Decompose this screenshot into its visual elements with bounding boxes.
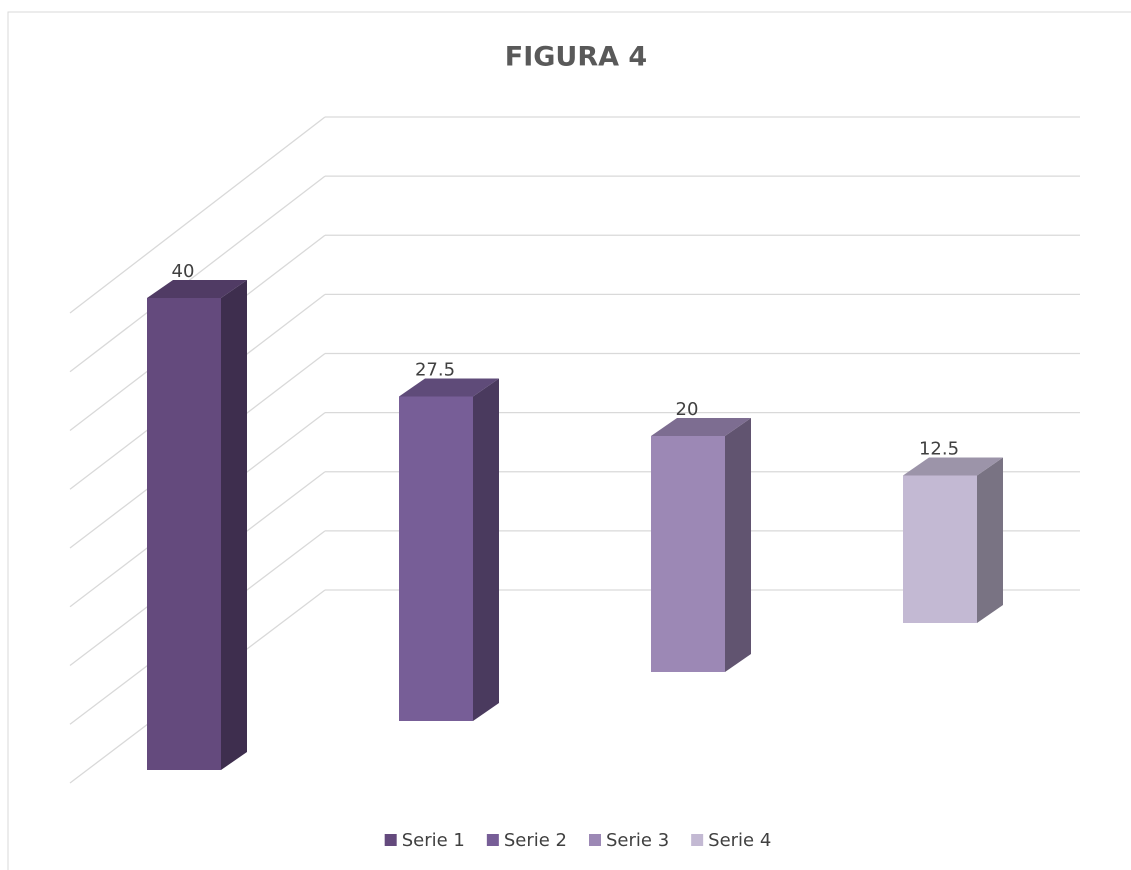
bar-top: [903, 457, 1003, 476]
bar-top: [147, 280, 247, 298]
bar: [903, 475, 977, 623]
legend-label: Serie 4: [708, 830, 771, 851]
grid-line-side: [69, 175, 326, 373]
bar-top: [399, 378, 499, 397]
bar: [651, 436, 725, 672]
legend-swatch: [384, 834, 397, 846]
data-label: 12.5: [919, 439, 959, 460]
data-label: 40: [172, 261, 195, 282]
legend-label: Serie 3: [606, 830, 669, 851]
bar-top: [651, 418, 751, 436]
grid-line-side: [69, 116, 326, 314]
data-label: 27.5: [415, 360, 455, 381]
bar: [399, 396, 473, 721]
bar-side: [221, 280, 247, 770]
legend-swatch: [486, 834, 499, 846]
data-label: 20: [676, 399, 699, 420]
legend-swatch: [589, 834, 601, 846]
bar-side: [977, 457, 1003, 623]
legend-label: Serie 2: [504, 830, 567, 851]
bar-side: [473, 378, 499, 721]
chart-title: FIGURA 4: [505, 42, 647, 73]
bar: [147, 298, 221, 770]
legend: Serie 1 Serie 2 Serie 3 Serie 4: [384, 830, 771, 851]
legend-label: Serie 1: [402, 830, 465, 851]
legend-swatch: [691, 834, 704, 846]
bar-side: [725, 418, 751, 672]
